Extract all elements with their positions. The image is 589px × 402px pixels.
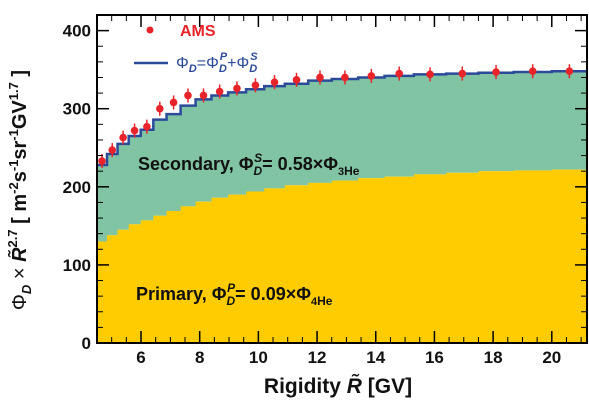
ams-point: [251, 81, 260, 90]
y-tick-label: 200: [63, 178, 91, 197]
ams-point: [169, 98, 178, 107]
legend-model-label: ΦD=ΦDP+ΦDS: [176, 51, 258, 75]
secondary-bin: [97, 164, 108, 242]
primary-bin: [331, 180, 359, 343]
secondary-bin: [551, 71, 588, 170]
primary-bin: [384, 176, 415, 343]
secondary-bin: [128, 136, 142, 225]
ams-point: [130, 126, 139, 135]
ams-point: [155, 104, 164, 113]
ams-point: [184, 91, 192, 100]
primary-annotation: Primary, ΦDP= 0.09×Φ4He: [136, 281, 333, 308]
primary-bin: [446, 172, 480, 343]
secondary-bin: [140, 129, 154, 221]
secondary-bin: [413, 74, 447, 175]
primary-bin: [211, 197, 229, 343]
ams-point: [199, 91, 208, 100]
ams-point: [492, 68, 500, 76]
secondary-bin: [228, 92, 247, 195]
secondary-bin: [180, 105, 197, 207]
primary-bin: [264, 188, 286, 343]
ams-point: [233, 84, 241, 93]
x-tick-label: 16: [425, 348, 444, 367]
ams-point: [143, 122, 151, 131]
x-tick-label: 10: [249, 348, 268, 367]
secondary-bin: [264, 86, 286, 189]
secondary-bin: [331, 79, 359, 181]
ams-point: [528, 67, 537, 76]
ams-point: [108, 146, 117, 154]
ams-point: [316, 73, 324, 82]
secondary-bin: [284, 83, 309, 186]
ams-point: [565, 67, 574, 76]
secondary-bin: [308, 80, 333, 183]
axis-ticks: [97, 14, 587, 344]
primary-bin: [308, 182, 333, 343]
ams-point: [292, 76, 301, 84]
primary-bin: [551, 169, 588, 343]
legend-ams-marker: [146, 26, 154, 34]
primary-bin: [195, 201, 213, 343]
primary-bin: [166, 211, 182, 343]
ams-point: [98, 157, 106, 165]
secondary-bin: [384, 75, 415, 177]
ams-point: [426, 70, 434, 79]
secondary-bin: [478, 72, 515, 172]
area-fills: [97, 71, 588, 343]
secondary-annotation: Secondary, ΦDS= 0.58×Φ3He: [138, 151, 360, 178]
y-tick-label: 100: [63, 256, 91, 275]
primary-bin: [97, 241, 108, 343]
ams-point: [395, 69, 404, 78]
primary-bin: [180, 206, 197, 343]
ams-point: [341, 73, 349, 82]
primary-bin: [513, 170, 553, 343]
secondary-bin: [117, 143, 130, 230]
secondary-bin: [153, 119, 168, 216]
primary-bin: [358, 178, 386, 343]
ams-data-points: [98, 64, 574, 169]
ams-point: [458, 69, 467, 78]
primary-bin: [106, 235, 119, 343]
x-tick-label: 12: [308, 348, 327, 367]
legend: AMS ΦD=ΦDP+ΦDS: [134, 23, 258, 75]
y-tick-label: 300: [63, 100, 91, 119]
secondary-bin: [106, 154, 119, 236]
secondary-bin: [513, 72, 553, 171]
ams-point: [119, 133, 127, 142]
x-tick-label: 18: [484, 348, 503, 367]
x-tick-label: 20: [542, 348, 561, 367]
y-tick-label: 0: [82, 334, 91, 353]
primary-bin: [228, 194, 247, 343]
primary-bin: [284, 185, 309, 343]
primary-bin: [246, 191, 265, 343]
secondary-bin: [446, 73, 480, 173]
x-axis-title: Rigidity R̃ [GV]: [264, 374, 412, 398]
primary-bin: [413, 174, 447, 343]
ams-point: [367, 72, 376, 80]
legend-ams-label: AMS: [180, 23, 216, 40]
secondary-bin: [211, 95, 229, 198]
plot-frame: [96, 14, 588, 344]
secondary-bin: [166, 114, 182, 212]
ams-point: [215, 87, 224, 96]
primary-bin: [478, 171, 515, 343]
primary-bin: [128, 224, 142, 343]
primary-bin: [117, 229, 130, 343]
y-axis-title: ΦD × R̃2.7 [ m-2s-1sr-1GV1.7 ]: [5, 70, 34, 310]
x-tick-label: 14: [366, 348, 385, 367]
secondary-bin: [195, 99, 213, 202]
primary-bin: [153, 215, 168, 343]
x-tick-label: 8: [195, 348, 204, 367]
ams-point: [270, 78, 279, 86]
y-tick-label: 400: [63, 22, 91, 41]
secondary-bin: [358, 77, 386, 179]
x-tick-label: 6: [136, 348, 145, 367]
primary-bin: [140, 220, 154, 343]
secondary-bin: [246, 89, 265, 192]
